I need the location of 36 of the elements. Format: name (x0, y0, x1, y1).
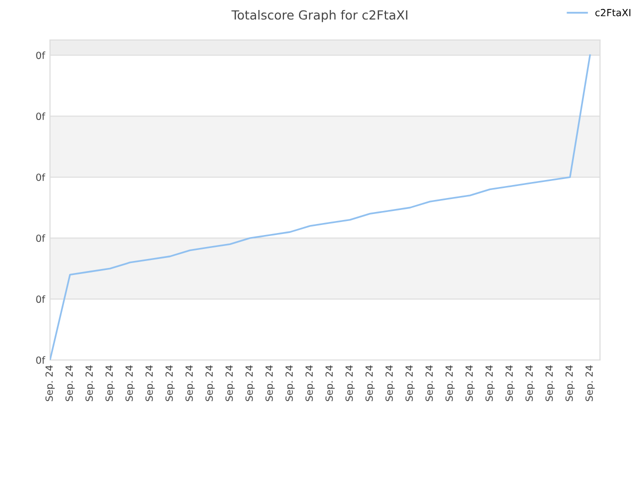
x-tick-label: Sep. 24 (305, 365, 315, 402)
text: 0f (36, 356, 46, 364)
x-tick-label: Sep. 24 (385, 365, 395, 402)
x-tick-label: Sep. 24 (165, 365, 175, 402)
x-tick-label: Sep. 24 (565, 365, 575, 402)
text: 0f (36, 173, 46, 181)
x-tick-label: Sep. 24 (85, 365, 95, 402)
chart-title: Totalscore Graph for c2FtaXI (231, 10, 408, 22)
x-tick-label: Sep. 24 (185, 365, 195, 402)
x-tick-label: Sep. 24 (525, 365, 535, 402)
x-tick-label: Sep. 24 (365, 365, 375, 402)
x-tick-label: Sep. 24 (265, 365, 275, 402)
x-tick-label: Sep. 24 (225, 365, 235, 402)
x-tick-label: Sep. 24 (245, 365, 255, 402)
x-tick-label: Sep. 24 (445, 365, 455, 402)
x-tick-label: Sep. 24 (425, 365, 435, 402)
x-tick-label: Sep. 24 (45, 365, 55, 402)
legend-label: c2FtaXI (595, 8, 630, 16)
x-tick-label: Sep. 24 (545, 365, 555, 402)
x-tick-label: Sep. 24 (405, 365, 415, 402)
x-tick-label: Sep. 24 (485, 365, 495, 402)
x-tick-label: Sep. 24 (585, 365, 595, 402)
x-tick-label: Sep. 24 (125, 365, 135, 402)
text: 0f (36, 52, 46, 60)
x-tick-label: Sep. 24 (65, 365, 75, 402)
text: 0f (36, 295, 46, 303)
x-tick-label: Sep. 24 (205, 365, 215, 402)
text: 0f (36, 234, 46, 242)
x-tick-label: Sep. 24 (105, 365, 115, 402)
x-tick-label: Sep. 24 (465, 365, 475, 402)
x-tick-label: Sep. 24 (145, 365, 155, 402)
x-tick-label: Sep. 24 (505, 365, 515, 402)
text: 0f (36, 112, 46, 120)
x-tick-label: Sep. 24 (325, 365, 335, 402)
x-tick-label: Sep. 24 (345, 365, 355, 402)
x-tick-label: Sep. 24 (285, 365, 295, 402)
